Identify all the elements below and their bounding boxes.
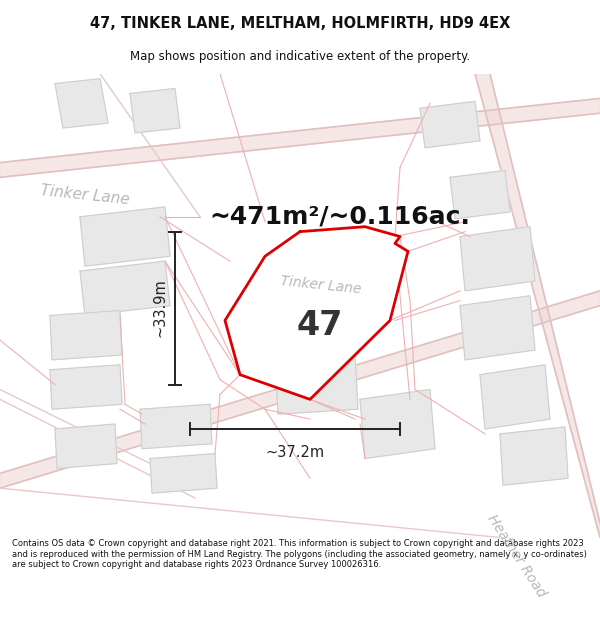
Polygon shape — [0, 291, 600, 488]
Polygon shape — [420, 101, 480, 148]
Polygon shape — [55, 424, 117, 468]
Polygon shape — [80, 261, 170, 316]
Text: Tinker Lane: Tinker Lane — [39, 182, 130, 207]
Text: 47, TINKER LANE, MELTHAM, HOLMFIRTH, HD9 4EX: 47, TINKER LANE, MELTHAM, HOLMFIRTH, HD9… — [90, 16, 510, 31]
Polygon shape — [80, 207, 170, 266]
Polygon shape — [140, 404, 212, 449]
Polygon shape — [0, 98, 600, 178]
Polygon shape — [285, 301, 358, 355]
Polygon shape — [480, 365, 550, 429]
Text: Tinker Lane: Tinker Lane — [279, 274, 362, 296]
Polygon shape — [50, 365, 122, 409]
Text: Contains OS data © Crown copyright and database right 2021. This information is : Contains OS data © Crown copyright and d… — [12, 539, 587, 569]
Text: 47: 47 — [297, 309, 343, 342]
Polygon shape — [150, 454, 217, 493]
Polygon shape — [130, 89, 180, 133]
Text: ~33.9m: ~33.9m — [152, 279, 167, 338]
Text: ~471m²/~0.116ac.: ~471m²/~0.116ac. — [209, 205, 470, 229]
Polygon shape — [460, 227, 535, 291]
Polygon shape — [460, 296, 535, 360]
Polygon shape — [500, 427, 568, 485]
Text: ~37.2m: ~37.2m — [265, 445, 325, 460]
Polygon shape — [450, 171, 510, 219]
Polygon shape — [50, 311, 122, 360]
Polygon shape — [55, 79, 108, 128]
Text: Heather Road: Heather Road — [484, 512, 548, 600]
Polygon shape — [360, 389, 435, 459]
Polygon shape — [275, 355, 358, 414]
Text: Map shows position and indicative extent of the property.: Map shows position and indicative extent… — [130, 50, 470, 63]
Polygon shape — [475, 74, 600, 538]
Polygon shape — [225, 227, 408, 399]
